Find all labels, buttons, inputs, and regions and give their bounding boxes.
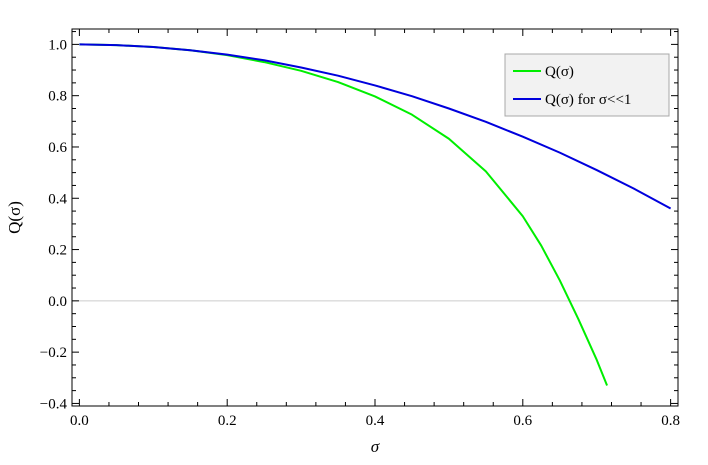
y-tick-label: 0.6: [48, 140, 67, 156]
y-axis-label: Q(σ): [5, 201, 24, 234]
x-tick-label: 0.8: [661, 413, 680, 429]
x-tick-label: 0.4: [366, 413, 385, 429]
y-tick-label: −0.2: [40, 345, 67, 361]
legend: Q(σ) Q(σ) for σ<<1: [504, 53, 670, 117]
x-tick-label: 0.0: [70, 413, 89, 429]
y-tick-label: 0.0: [48, 294, 67, 310]
x-tick-label: 0.2: [218, 413, 237, 429]
x-tick-label: 0.6: [513, 413, 532, 429]
legend-label-q-approx: Q(σ) for σ<<1: [545, 92, 631, 108]
y-tick-label: −0.4: [40, 396, 68, 412]
y-tick-label: 1.0: [48, 37, 67, 53]
x-axis-label: σ: [371, 437, 380, 456]
legend-box: [504, 53, 670, 117]
y-tick-label: 0.4: [48, 191, 67, 207]
y-tick-label: 0.8: [48, 89, 67, 105]
series-line-1: [79, 43, 672, 210]
y-tick-label: 0.2: [48, 243, 67, 259]
legend-label-q: Q(σ): [545, 64, 574, 80]
